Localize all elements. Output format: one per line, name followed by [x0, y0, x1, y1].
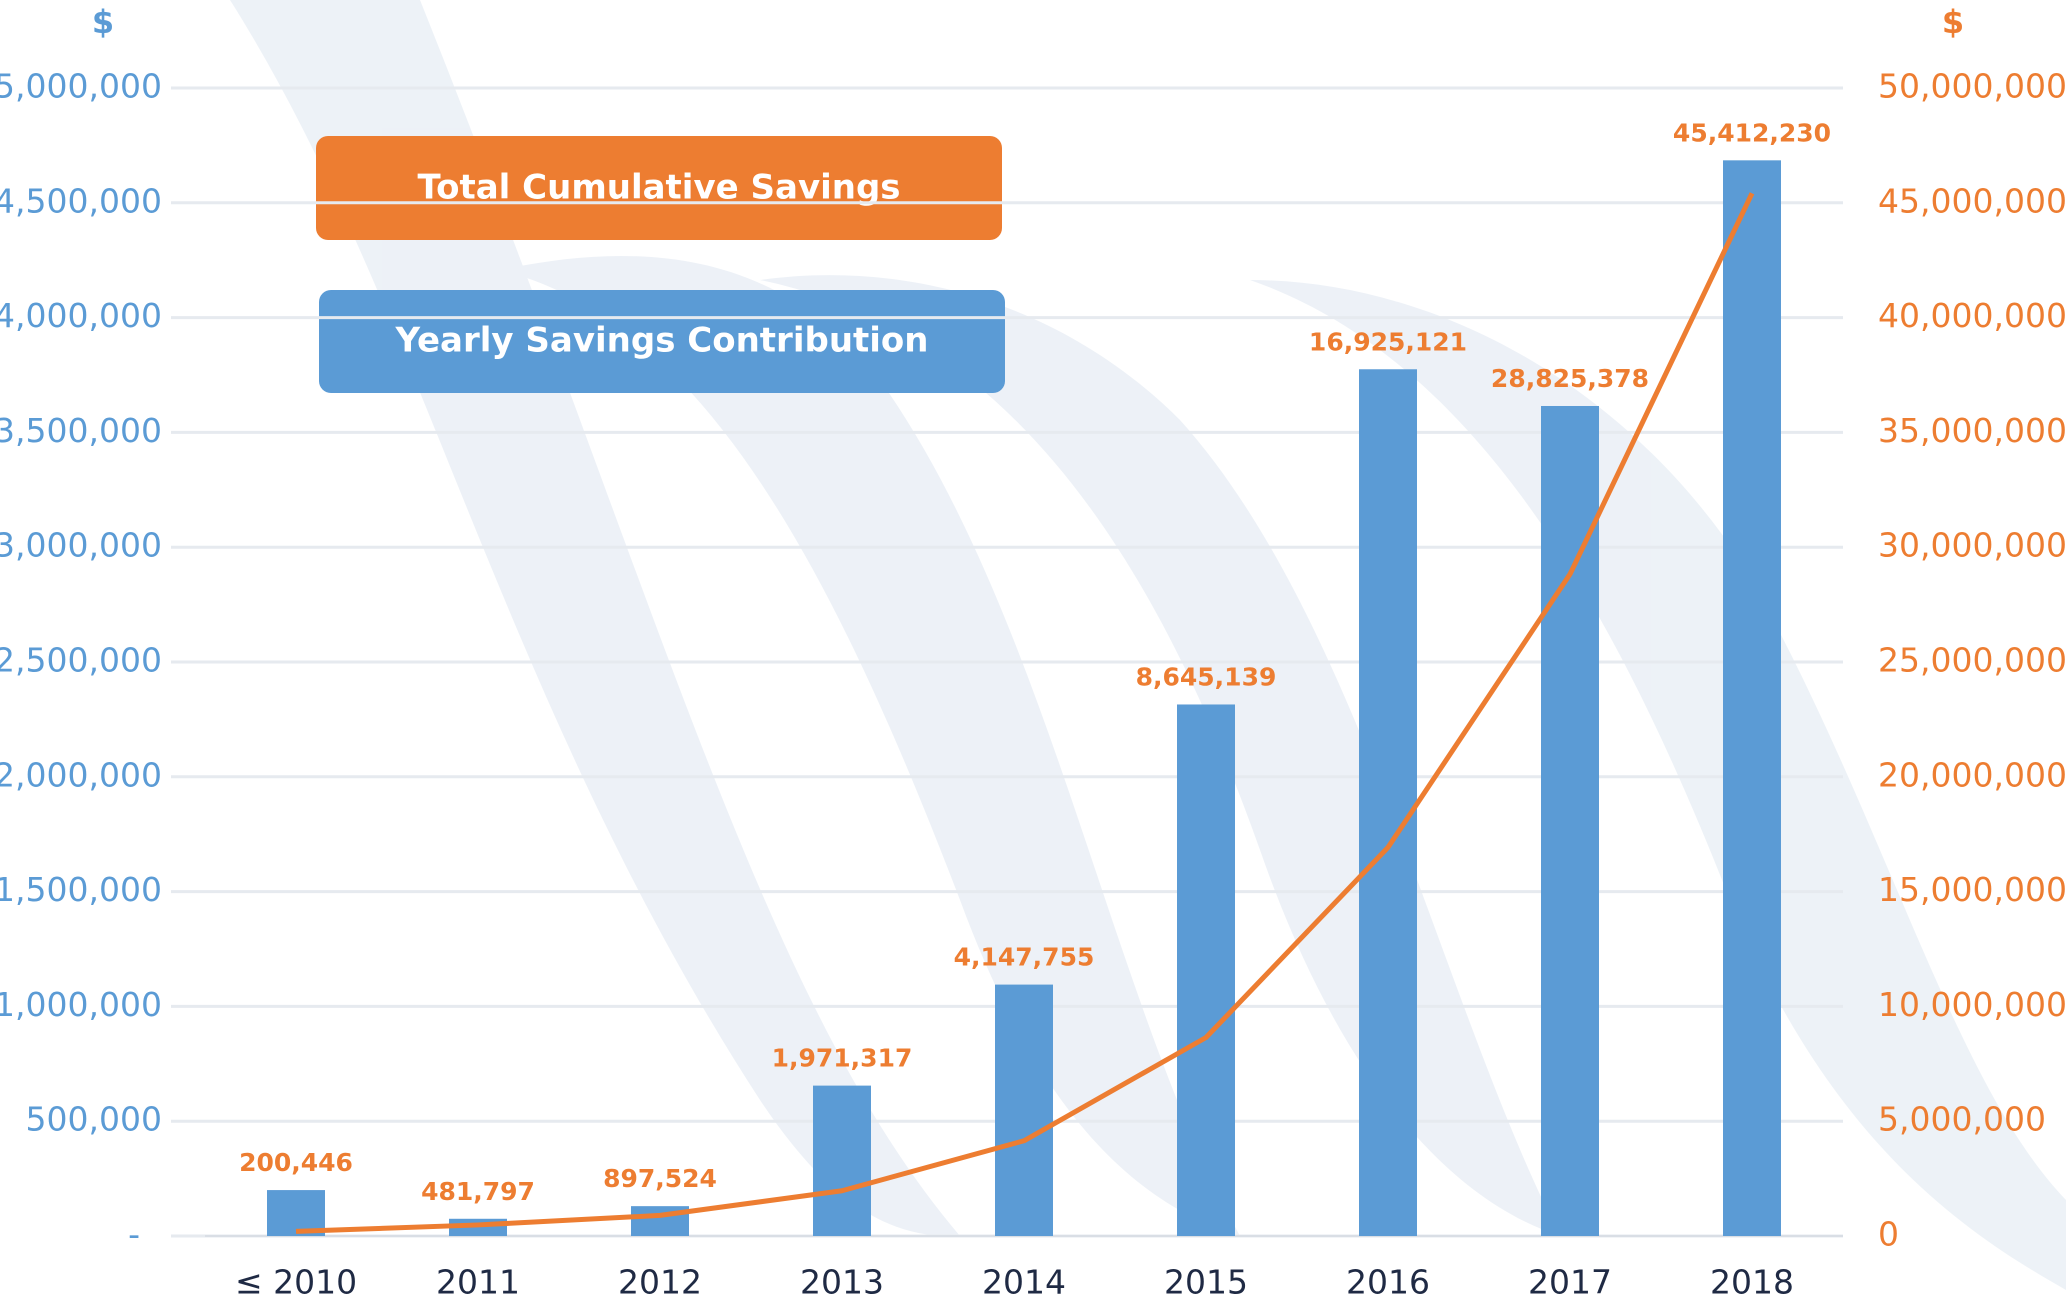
x-tick-label: 2013 [800, 1263, 884, 1302]
bar [1177, 704, 1235, 1236]
y-tick-label: 4,500,000 [0, 181, 162, 220]
x-tick-label: 2015 [1164, 1263, 1248, 1302]
page: $ $ Total Cumulative Savings Yearly Savi… [0, 0, 2066, 1303]
x-tick-label: 2012 [618, 1263, 702, 1302]
value-label: 200,446 [239, 1148, 353, 1177]
x-tick-label: 2016 [1346, 1263, 1430, 1302]
y-tick-label: 5,000,000 [0, 67, 162, 106]
bar [1359, 369, 1417, 1236]
y2-tick-label: 10,000,000 [1878, 985, 2066, 1024]
bar [813, 1086, 871, 1236]
y-tick-label: - [128, 1215, 140, 1254]
y2-tick-label: 20,000,000 [1878, 755, 2066, 794]
y2-tick-label: 25,000,000 [1878, 641, 2066, 680]
y2-tick-label: 40,000,000 [1878, 296, 2066, 335]
x-tick-label: ≤ 2010 [235, 1263, 357, 1302]
y-tick-label: 2,500,000 [0, 641, 162, 680]
bar [1723, 160, 1781, 1236]
x-tick-label: 2014 [982, 1263, 1066, 1302]
value-label: 45,412,230 [1673, 118, 1831, 147]
y-tick-label: 2,000,000 [0, 755, 162, 794]
value-label: 8,645,139 [1136, 662, 1277, 691]
value-label: 16,925,121 [1309, 327, 1467, 356]
y2-tick-label: 35,000,000 [1878, 411, 2066, 450]
value-label: 481,797 [421, 1177, 535, 1206]
value-label: 28,825,378 [1491, 364, 1649, 393]
y-tick-label: 500,000 [26, 1100, 162, 1139]
value-label: 897,524 [603, 1164, 717, 1193]
y2-tick-label: 0 [1878, 1215, 1899, 1254]
right-axis-unit: $ [1942, 3, 1964, 41]
legend-label: Yearly Savings Contribution [395, 321, 929, 361]
y2-tick-label: 15,000,000 [1878, 870, 2066, 909]
y-tick-label: 3,500,000 [0, 411, 162, 450]
left-axis-unit: $ [92, 3, 114, 41]
chart: $ $ Total Cumulative Savings Yearly Savi… [0, 0, 2066, 1303]
y2-tick-label: 50,000,000 [1878, 67, 2066, 106]
y2-tick-label: 30,000,000 [1878, 526, 2066, 565]
y-tick-label: 3,000,000 [0, 526, 162, 565]
y-tick-label: 4,000,000 [0, 296, 162, 335]
y2-tick-label: 45,000,000 [1878, 181, 2066, 220]
x-tick-label: 2018 [1710, 1263, 1794, 1302]
value-label: 1,971,317 [772, 1044, 913, 1073]
y2-tick-label: 5,000,000 [1878, 1100, 2046, 1139]
y-tick-label: 1,000,000 [0, 985, 162, 1024]
value-label: 4,147,755 [954, 943, 1095, 972]
x-tick-label: 2011 [436, 1263, 520, 1302]
bar [995, 985, 1053, 1236]
y-tick-label: 1,500,000 [0, 870, 162, 909]
x-tick-label: 2017 [1528, 1263, 1612, 1302]
